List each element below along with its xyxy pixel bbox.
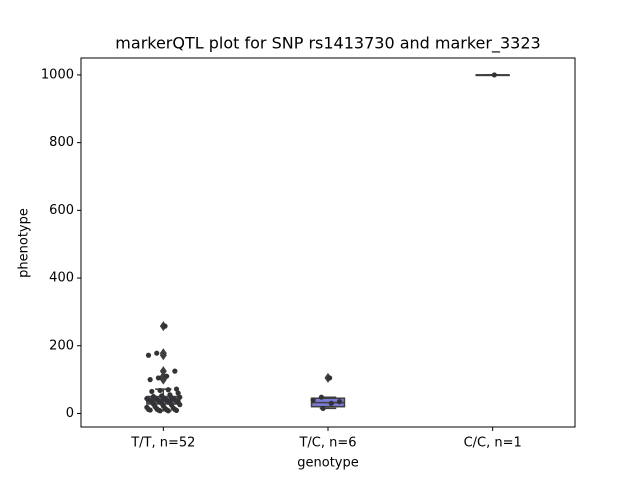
strip-point bbox=[177, 402, 183, 408]
strip-point bbox=[336, 399, 343, 405]
strip-point bbox=[145, 352, 152, 358]
strip-point bbox=[318, 394, 325, 400]
chart-title: markerQTL plot for SNP rs1413730 and mar… bbox=[115, 34, 540, 54]
x-tick-label: C/C, n=1 bbox=[464, 436, 522, 451]
strip-point bbox=[155, 375, 161, 381]
x-tick-label: T/C, n=6 bbox=[298, 436, 356, 451]
y-tick-label: 1000 bbox=[41, 67, 74, 82]
strip-point bbox=[147, 407, 153, 413]
strip-point bbox=[154, 350, 160, 356]
strip-point bbox=[175, 390, 181, 396]
axes-frame bbox=[80, 57, 576, 428]
y-tick-label: 600 bbox=[49, 203, 74, 218]
strip-point bbox=[328, 400, 334, 406]
strip-point bbox=[165, 387, 171, 393]
strip-point bbox=[165, 408, 171, 414]
flier bbox=[159, 371, 167, 382]
y-tick-label: 200 bbox=[49, 338, 74, 353]
y-tick-label: 800 bbox=[49, 135, 74, 150]
strip-point bbox=[327, 375, 333, 381]
strip-point bbox=[310, 397, 316, 403]
strip-point bbox=[157, 387, 163, 394]
y-tick-label: 0 bbox=[66, 406, 74, 421]
x-axis-label: genotype bbox=[297, 456, 358, 471]
strip-point bbox=[157, 408, 163, 414]
strip-point bbox=[162, 323, 168, 329]
strip-point bbox=[147, 377, 153, 383]
strip-point bbox=[164, 373, 170, 379]
y-tick-label: 400 bbox=[49, 271, 74, 286]
strip-point bbox=[173, 407, 180, 414]
strip-point bbox=[172, 368, 178, 374]
y-axis-label: phenotype bbox=[17, 208, 32, 278]
strip-point bbox=[173, 386, 180, 392]
strip-point bbox=[491, 72, 497, 78]
flier bbox=[159, 366, 167, 377]
x-tick-label: T/T, n=52 bbox=[130, 436, 195, 451]
strip-point bbox=[320, 405, 326, 411]
strip-point bbox=[177, 394, 183, 400]
strip-point bbox=[149, 388, 155, 395]
flier bbox=[159, 348, 167, 359]
